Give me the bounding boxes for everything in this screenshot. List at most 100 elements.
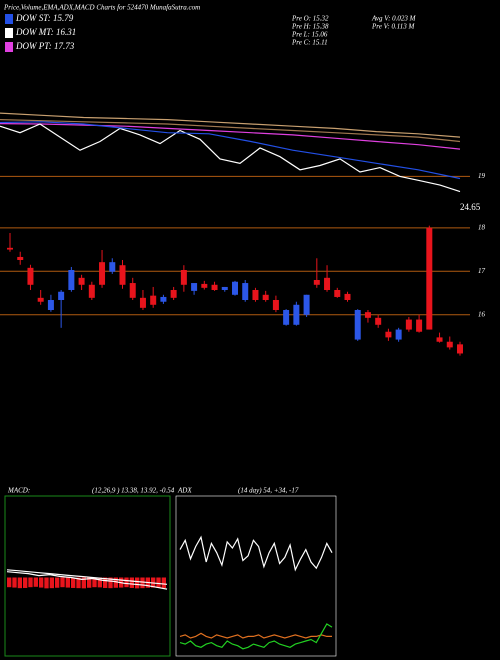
legend-swatch [5,28,13,38]
y-tick-label: 18 [478,223,486,231]
macd-bar [76,577,81,589]
macd-bar [97,577,102,588]
stat: Pre V: 0.113 M [371,23,415,31]
candle-body [262,294,269,300]
adx-line [179,632,332,639]
candle-body [170,290,177,298]
candle-body [139,297,146,308]
macd-bar [108,577,113,589]
candle-body [385,331,392,338]
macd-line [6,571,168,590]
candle-body [283,310,290,325]
macd-bar [60,577,65,588]
stat: Avg V: 0.023 M [371,15,417,23]
candle-body [416,319,423,332]
candle-body [201,283,208,288]
candle-body [272,300,279,310]
macd-bar [71,577,76,588]
candle-body [313,280,320,285]
candle-body [129,283,136,298]
candle-body [344,293,351,300]
stat: Pre C: 15.11 [291,39,328,47]
macd-bar [23,577,28,588]
candle-body [58,291,65,300]
macd-bar [87,577,92,588]
candle-body [68,270,75,290]
ema-line [0,123,461,150]
candle-body [88,284,95,298]
panel-title: MACD: [7,487,30,495]
macd-bar [161,577,166,588]
ema-line [0,112,461,138]
macd-bar [7,577,12,588]
candle-body [364,312,371,318]
adx-frame [175,495,337,657]
y-tick-label: 17 [478,267,486,275]
legend-swatch [5,14,13,24]
adx-line [179,535,333,572]
candle-body [426,227,433,330]
candle-body [457,344,463,354]
macd-bar [44,577,49,589]
panel-subtitle: (14 day) 54, +34, -17 [238,487,299,495]
candle-body [354,310,361,340]
annotation: 24.65 [460,202,481,212]
candle-body [7,247,13,250]
candle-body [99,262,106,285]
macd-frame [4,495,171,657]
y-tick-label: 19 [478,172,486,180]
macd-bar [103,577,108,588]
macd-bar [55,577,60,588]
candle-body [252,290,259,300]
legend-label: DOW MT: 16.31 [15,27,76,37]
candle-body [150,295,157,305]
candle-body [160,296,167,302]
candle-body [119,265,126,285]
legend-label: DOW ST: 15.79 [15,13,74,23]
adx-line [179,623,333,650]
panel-subtitle: (12,26,9 ) 13.38, 13.92, -0.54 [92,487,175,495]
ema-line [0,121,461,180]
candle-body [78,277,85,285]
macd-bar [92,577,97,588]
candle-body [293,304,300,325]
macd-bar [65,577,70,588]
candle-body [47,300,54,310]
y-tick-label: 16 [478,310,486,318]
candle-body [324,277,331,290]
candle-body [303,294,310,315]
macd-bar [140,577,145,589]
panel-title: ADX [177,487,192,495]
candle-body [109,262,116,272]
candle-body [17,256,24,260]
macd-bar [156,577,161,588]
stat: Pre O: 15.32 [291,15,329,23]
page-title: Price,Volume,EMA,ADX,MACD Charts for 524… [3,4,200,12]
candle-body [232,281,238,295]
macd-bar [17,577,22,589]
macd-bar [129,577,134,588]
stat: Pre H: 15.38 [291,23,329,31]
candle-body [446,341,453,348]
ema-line [0,123,461,193]
candle-body [375,317,382,325]
candle-body [405,319,412,330]
macd-bar [39,577,44,588]
candle-body [37,297,44,302]
macd-line [6,569,168,585]
candle-body [242,283,249,300]
candle-body [395,329,402,340]
candle-body [180,270,187,285]
ema-line [0,119,461,143]
candle-body [334,290,341,297]
legend-swatch [5,42,13,52]
candle-body [211,284,218,290]
candle-body [27,267,34,285]
macd-bar [33,577,38,587]
macd-bar [135,577,140,589]
macd-bar [12,577,17,588]
legend-label: DOW PT: 17.73 [15,41,75,51]
macd-bar [124,577,129,588]
stat: Pre L: 15.06 [291,31,328,39]
